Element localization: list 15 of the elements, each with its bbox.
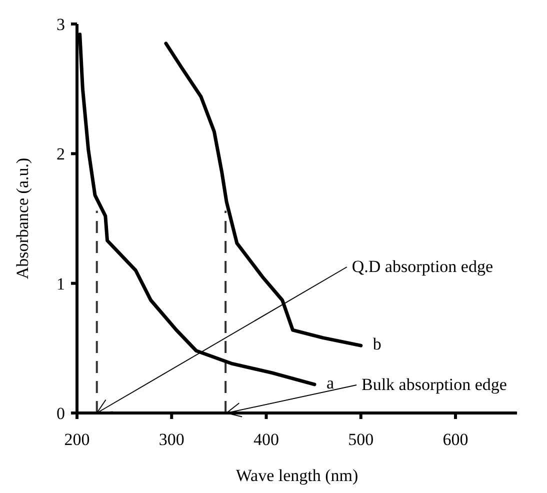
x-tick-label: 200 (64, 430, 90, 449)
x-tick-label: 400 (253, 430, 279, 449)
series-label: a (326, 373, 335, 392)
annotation: Q.D absorption edge (352, 257, 494, 276)
y-tick-label: 1 (56, 274, 65, 294)
x-axis-title: Wave length (nm) (236, 466, 358, 485)
y-tick-label: 0 (56, 404, 65, 423)
x-tick-label: 300 (158, 430, 184, 449)
series-label: b (372, 334, 382, 354)
x-tick-label: 500 (348, 430, 374, 449)
x-tick-label: 600 (442, 430, 468, 449)
y-tick-label: 2 (56, 144, 65, 164)
annotation: Bulk absorption edge (362, 375, 507, 394)
y-tick-label: 3 (56, 15, 65, 34)
y-axis-title: Absorbance (a.u.) (13, 158, 32, 280)
